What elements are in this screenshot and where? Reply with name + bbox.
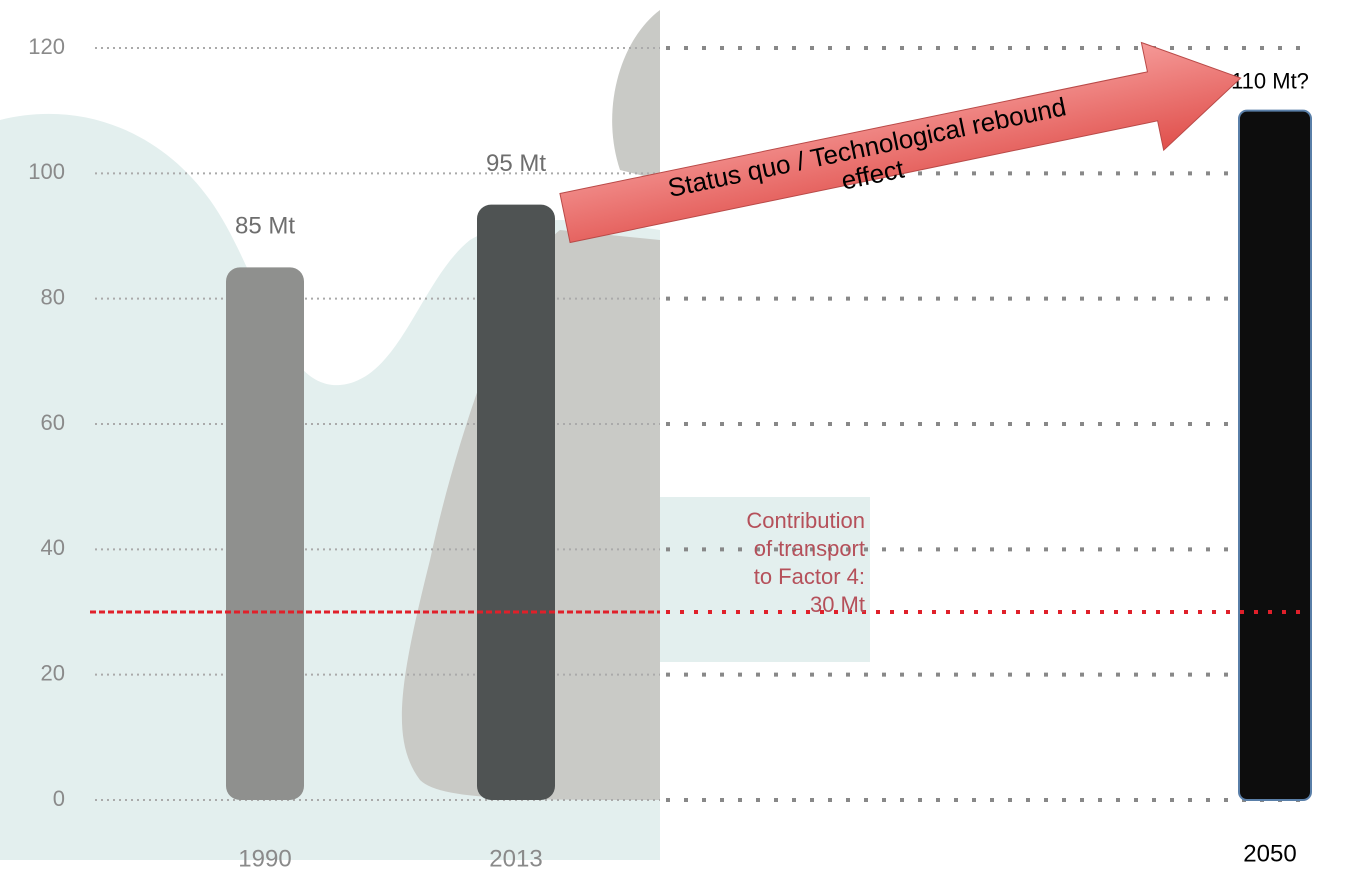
y-tick-label: 60 [41, 410, 65, 435]
x-tick-label: 1990 [238, 845, 291, 872]
bar [1238, 109, 1312, 801]
reference-label: of transport [754, 536, 865, 561]
background-shape [612, 10, 660, 180]
annotation-box [660, 497, 870, 662]
value-label: 85 Mt [235, 213, 295, 240]
bar [477, 204, 555, 800]
value-label: 95 Mt [486, 150, 546, 177]
grid: 0 20 40 60 80 100 120 [28, 34, 1310, 811]
bars: 85 Mt 1990 95 Mt 2013 110 Mt? 2050 [226, 68, 1312, 872]
reference-label: 30 Mt [810, 592, 865, 617]
bar [226, 267, 304, 800]
arrow [559, 41, 1242, 244]
y-tick-label: 20 [41, 660, 65, 685]
reference-label: to Factor 4: [754, 564, 865, 589]
value-label: 110 Mt? [1231, 68, 1309, 93]
y-tick-label: 100 [28, 159, 65, 184]
y-tick-label: 0 [53, 786, 65, 811]
y-tick-label: 40 [41, 535, 65, 560]
background [0, 10, 870, 860]
reference-label: Contribution [746, 508, 865, 533]
reference: Contribution of transport to Factor 4: 30 M… [90, 508, 1310, 617]
y-tick-label: 120 [28, 34, 65, 59]
y-tick-label: 80 [41, 284, 65, 309]
x-tick-label: 2050 [1243, 840, 1296, 867]
x-tick-label: 2013 [489, 845, 542, 872]
